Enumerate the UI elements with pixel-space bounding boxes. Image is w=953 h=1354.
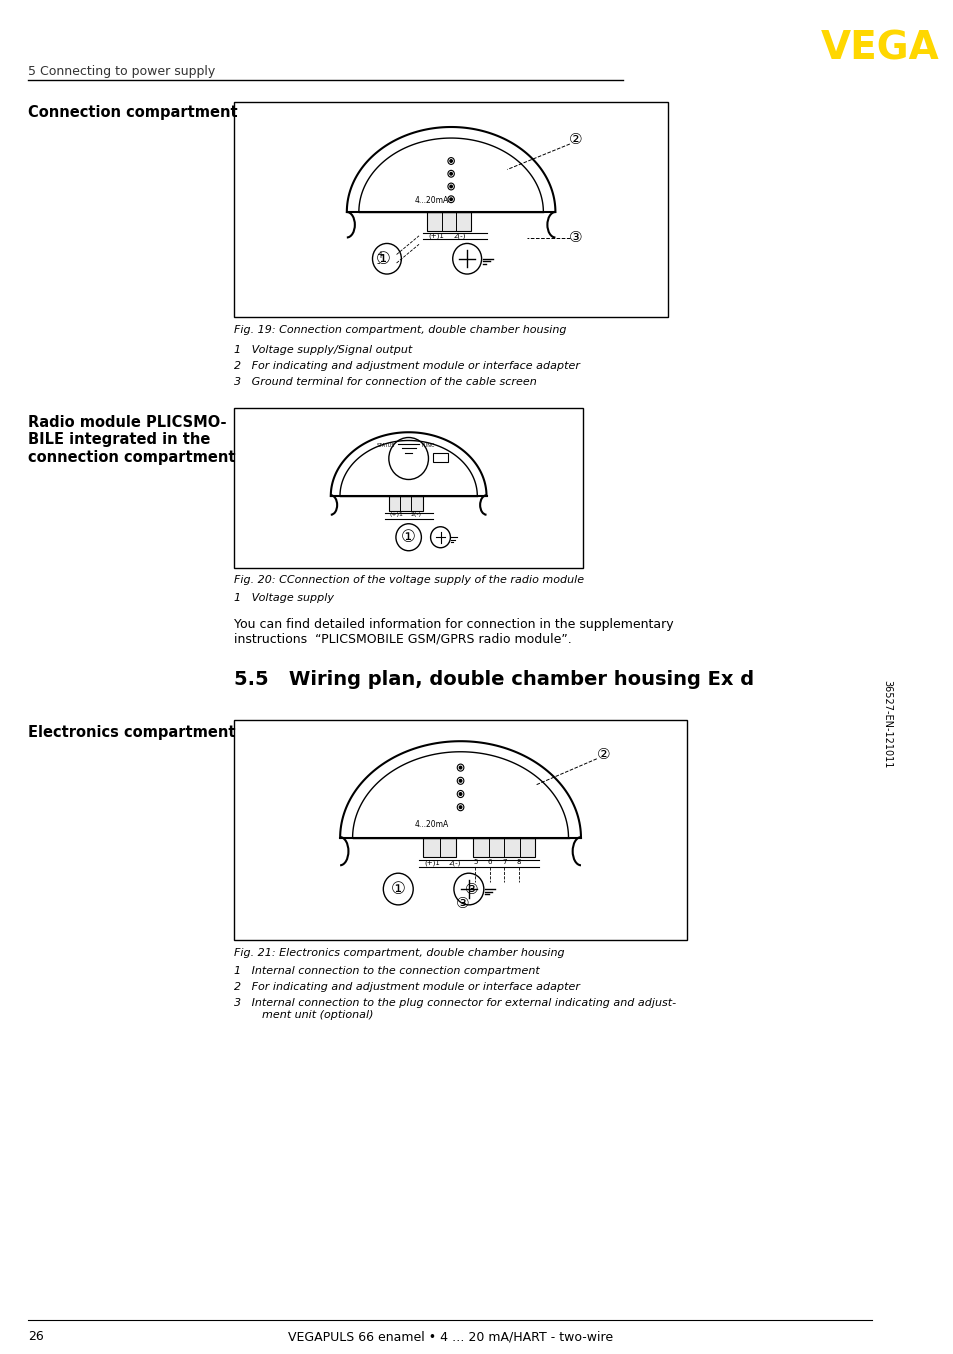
Text: 5.5   Wiring plan, double chamber housing Ex d: 5.5 Wiring plan, double chamber housing … bbox=[233, 670, 754, 689]
Bar bbox=[233, 408, 582, 567]
Bar bbox=[233, 102, 667, 317]
Text: 4...20mA: 4...20mA bbox=[415, 196, 449, 206]
Text: 4...20mA: 4...20mA bbox=[415, 821, 449, 829]
Text: 3   Internal connection to the plug connector for external indicating and adjust: 3 Internal connection to the plug connec… bbox=[233, 998, 676, 1020]
Circle shape bbox=[450, 185, 452, 188]
Circle shape bbox=[458, 780, 461, 783]
Text: 2(-): 2(-) bbox=[449, 860, 461, 867]
Circle shape bbox=[450, 198, 452, 200]
Text: (+)1: (+)1 bbox=[428, 233, 444, 240]
Circle shape bbox=[450, 172, 452, 175]
Text: ①: ① bbox=[391, 880, 405, 898]
Text: 7: 7 bbox=[501, 860, 506, 865]
Text: ①: ① bbox=[401, 528, 416, 546]
Text: 5 Connecting to power supply: 5 Connecting to power supply bbox=[29, 65, 215, 79]
Text: FUNC: FUNC bbox=[421, 443, 435, 448]
Text: 6: 6 bbox=[487, 860, 492, 865]
Text: 3   Ground terminal for connection of the cable screen: 3 Ground terminal for connection of the … bbox=[233, 376, 537, 387]
Text: 2(-): 2(-) bbox=[411, 512, 421, 517]
Text: ②: ② bbox=[596, 747, 610, 762]
Text: 2   For indicating and adjustment module or interface adapter: 2 For indicating and adjustment module o… bbox=[233, 362, 579, 371]
Text: 5: 5 bbox=[474, 860, 477, 865]
Bar bbox=[427, 213, 471, 230]
Text: Fig. 21: Electronics compartment, double chamber housing: Fig. 21: Electronics compartment, double… bbox=[233, 948, 564, 959]
Bar bbox=[433, 454, 447, 462]
Text: ③: ③ bbox=[568, 230, 581, 245]
Bar bbox=[389, 496, 422, 510]
Text: Radio module PLICSMO-
BILE integrated in the
connection compartment: Radio module PLICSMO- BILE integrated in… bbox=[29, 414, 235, 464]
Text: (+)1: (+)1 bbox=[423, 860, 439, 867]
Text: +: + bbox=[376, 249, 384, 260]
Text: Fig. 20: CConnection of the voltage supply of the radio module: Fig. 20: CConnection of the voltage supp… bbox=[233, 575, 583, 585]
Text: Fig. 19: Connection compartment, double chamber housing: Fig. 19: Connection compartment, double … bbox=[233, 325, 566, 334]
Text: STATUS: STATUS bbox=[376, 443, 395, 448]
Text: Connection compartment: Connection compartment bbox=[29, 106, 237, 121]
Bar bbox=[473, 838, 535, 857]
Text: You can find detailed information for connection in the supplementary
instructio: You can find detailed information for co… bbox=[233, 617, 673, 646]
Text: ③: ③ bbox=[464, 881, 477, 896]
Text: 2   For indicating and adjustment module or interface adapter: 2 For indicating and adjustment module o… bbox=[233, 982, 579, 992]
Text: 36527-EN-121011: 36527-EN-121011 bbox=[882, 680, 891, 768]
Text: ②: ② bbox=[568, 133, 581, 148]
Text: 8: 8 bbox=[516, 860, 520, 865]
Text: (+)1: (+)1 bbox=[389, 512, 403, 517]
Circle shape bbox=[458, 766, 461, 769]
Text: 1   Internal connection to the connection compartment: 1 Internal connection to the connection … bbox=[233, 965, 539, 976]
Text: 1   Voltage supply: 1 Voltage supply bbox=[233, 593, 334, 603]
Text: 2(-): 2(-) bbox=[453, 233, 465, 240]
Text: Electronics compartment: Electronics compartment bbox=[29, 724, 235, 741]
Text: ③: ③ bbox=[456, 896, 470, 911]
Text: 26: 26 bbox=[29, 1330, 44, 1343]
Circle shape bbox=[450, 160, 452, 162]
Circle shape bbox=[458, 806, 461, 808]
Bar bbox=[423, 838, 456, 857]
Text: VEGA: VEGA bbox=[821, 30, 939, 68]
Text: ①: ① bbox=[375, 249, 390, 268]
Text: -: - bbox=[376, 259, 379, 268]
Bar bbox=[233, 720, 686, 940]
Circle shape bbox=[458, 792, 461, 795]
Text: VEGAPULS 66 enamel • 4 … 20 mA/HART - two-wire: VEGAPULS 66 enamel • 4 … 20 mA/HART - tw… bbox=[287, 1330, 612, 1343]
Text: 1   Voltage supply/Signal output: 1 Voltage supply/Signal output bbox=[233, 345, 412, 355]
